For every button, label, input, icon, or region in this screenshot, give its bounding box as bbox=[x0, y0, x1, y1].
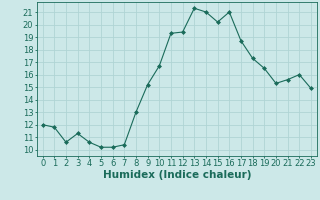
X-axis label: Humidex (Indice chaleur): Humidex (Indice chaleur) bbox=[102, 170, 251, 180]
